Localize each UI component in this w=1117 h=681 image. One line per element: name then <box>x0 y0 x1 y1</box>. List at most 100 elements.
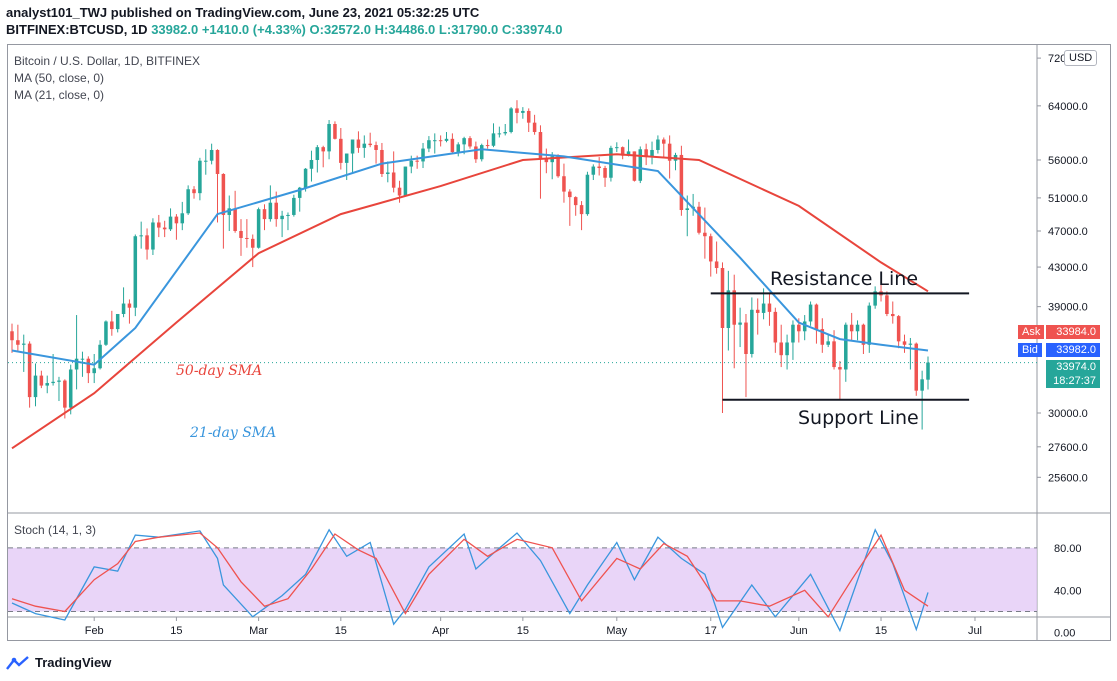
candle-body <box>761 303 766 313</box>
price-tick-label: 39000.0 <box>1048 302 1088 314</box>
time-tick-label: Jul <box>968 625 982 637</box>
candle-body <box>221 173 226 215</box>
candle-body <box>597 166 601 169</box>
candle-body <box>750 309 754 355</box>
tradingview-logo[interactable]: TradingView <box>6 655 111 670</box>
candle-body <box>791 324 795 343</box>
legend-stoch[interactable]: Stoch (14, 1, 3) <box>14 523 97 537</box>
resistance-label: Resistance Line <box>770 268 919 290</box>
candle-body <box>849 324 854 332</box>
candle-body <box>344 153 349 163</box>
candle-body <box>391 172 396 188</box>
time-tick-label: 17 <box>705 625 717 637</box>
candle-body <box>585 174 590 215</box>
candle-body <box>309 159 314 169</box>
candle-body <box>110 321 114 330</box>
legend-title: Bitcoin / U.S. Dollar, 1D, BITFINEX <box>14 54 201 68</box>
candle-body <box>891 313 895 317</box>
candle-body <box>908 343 913 345</box>
candle-body <box>544 158 549 163</box>
candle-body <box>503 132 507 134</box>
candle-body <box>450 138 455 153</box>
candle-body <box>180 213 185 224</box>
candle-body <box>562 176 566 192</box>
candle-body <box>292 197 296 215</box>
candle-body <box>115 313 120 330</box>
candle-body <box>403 166 408 196</box>
price-tick-label: 43000.0 <box>1048 262 1088 274</box>
candle-body <box>832 341 836 368</box>
candle-body <box>286 214 290 216</box>
time-tick-label: Jun <box>790 625 808 637</box>
brand-name: TradingView <box>35 655 112 670</box>
candle-body <box>656 139 660 150</box>
candle-body <box>321 147 325 152</box>
candle-body <box>374 145 378 150</box>
candle-body <box>755 309 760 313</box>
candle-body <box>744 322 748 355</box>
symbol-label: BITFINEX:BTCUSD, 1D <box>6 22 148 37</box>
candle-body <box>785 342 789 356</box>
candle-body <box>885 295 889 314</box>
publish-line: analyst101_TWJ published on TradingView.… <box>6 5 480 20</box>
candle-body <box>579 205 584 215</box>
candle-body <box>679 154 684 211</box>
candle-body <box>738 322 742 325</box>
ask-tag: Ask <box>1018 325 1045 339</box>
candle-body <box>127 303 132 308</box>
candle-body <box>121 303 126 314</box>
candle-body <box>421 148 425 162</box>
candle-body <box>509 108 513 133</box>
candle-body <box>297 187 302 198</box>
candle-body <box>315 147 320 160</box>
candle-body <box>838 367 842 370</box>
candle-body <box>57 380 61 382</box>
candle-body <box>386 172 390 174</box>
candle-body <box>362 143 367 148</box>
candle-body <box>162 227 167 230</box>
candle-body <box>468 138 472 147</box>
currency-button[interactable]: USD <box>1064 50 1098 66</box>
candle-body <box>697 206 701 233</box>
candle-body <box>27 343 32 398</box>
candle-body <box>902 341 907 345</box>
candle-body <box>773 311 778 343</box>
legend-ma50[interactable]: MA (50, close, 0) <box>14 71 105 85</box>
candle-body <box>262 209 267 220</box>
low-value: L:31790.0 <box>438 22 499 37</box>
close-value: C:33974.0 <box>501 22 563 37</box>
price-tick-label: 27600.0 <box>1048 442 1088 454</box>
candle-body <box>568 191 572 198</box>
open-value: O:32572.0 <box>309 22 371 37</box>
candle-body <box>573 197 578 206</box>
candle-body <box>339 138 343 163</box>
candle-body <box>51 381 55 384</box>
candle-body <box>550 156 554 163</box>
candle-body <box>615 147 619 149</box>
candle-body <box>632 151 637 181</box>
price-tick-label: 51000.0 <box>1048 193 1088 205</box>
candle-body <box>820 329 825 345</box>
candle-body <box>626 151 631 156</box>
high-value: H:34486.0 <box>374 22 436 37</box>
price-tick-label: 25600.0 <box>1048 472 1088 484</box>
candle-body <box>192 189 196 194</box>
candle-body <box>814 304 819 330</box>
ma50-line <box>11 153 929 450</box>
candle-body <box>808 304 813 322</box>
candle-body <box>855 324 860 332</box>
tradingview-icon <box>6 655 29 670</box>
candle-body <box>802 321 807 332</box>
candle-body <box>556 156 560 177</box>
legend-ma21[interactable]: MA (21, close, 0) <box>14 88 105 102</box>
candle-body <box>274 202 278 220</box>
candle-body <box>861 324 866 345</box>
sma50-label: 50-day SMA <box>176 363 263 379</box>
candle-body <box>826 341 830 345</box>
candle-body <box>779 342 783 356</box>
candle-body <box>427 140 431 149</box>
candle-body <box>256 209 261 248</box>
candle-body <box>920 379 924 391</box>
candle-body <box>233 208 237 232</box>
